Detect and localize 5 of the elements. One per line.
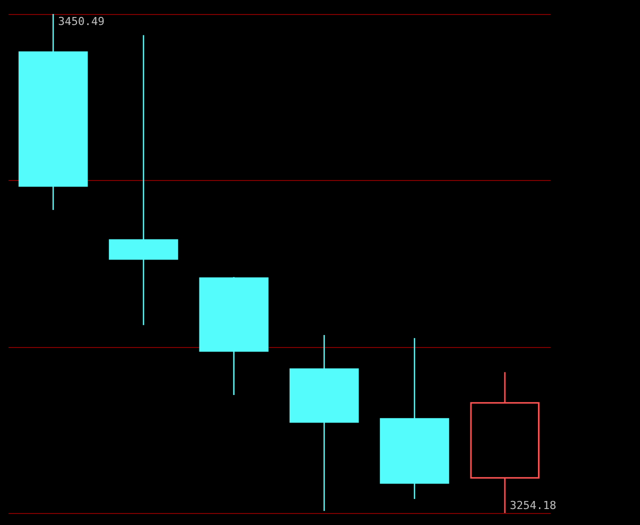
annotation: 3254.18 [510,499,556,512]
annotation: 3450.49 [58,15,105,28]
candlestick [380,337,450,500]
candlestick [108,34,178,326]
candlestick [290,334,359,512]
